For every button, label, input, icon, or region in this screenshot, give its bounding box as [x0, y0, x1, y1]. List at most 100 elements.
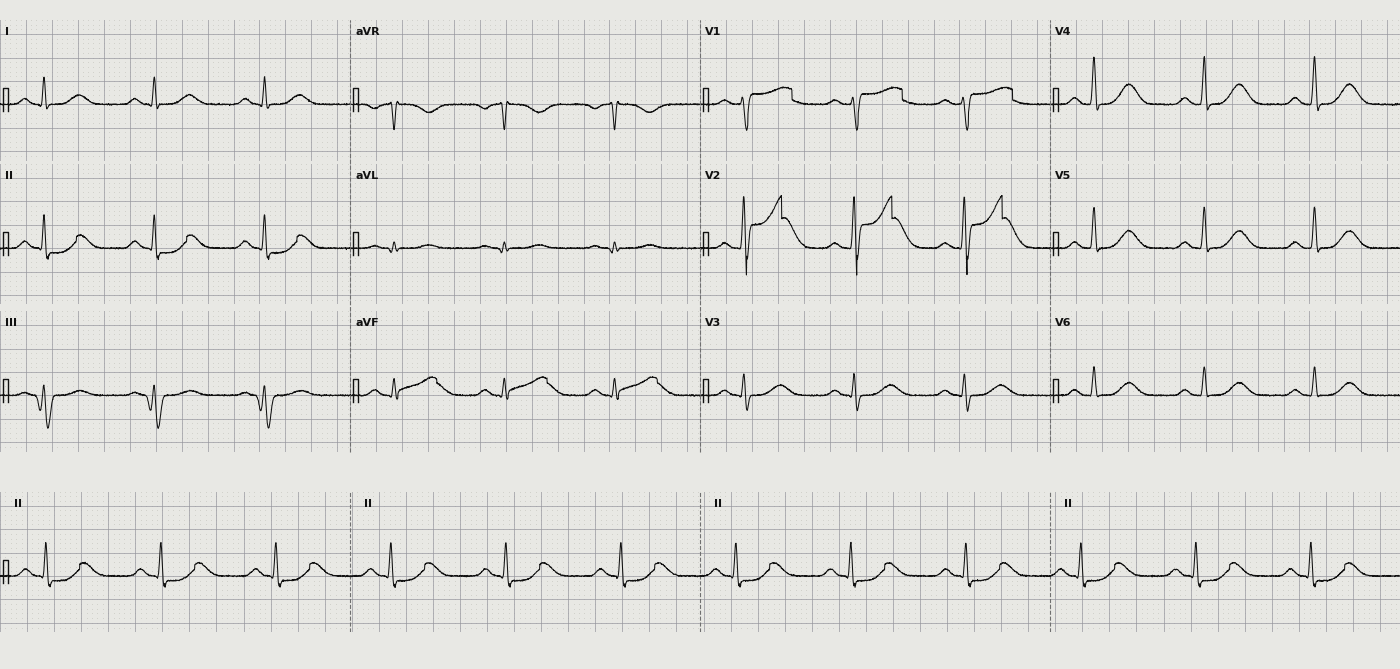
- Point: [113, 168, 136, 179]
- Point: [119, 173, 141, 183]
- Point: [479, 159, 501, 169]
- Point: [1200, 168, 1222, 179]
- Point: [146, 500, 168, 511]
- Point: [1196, 533, 1218, 544]
- Point: [1326, 603, 1348, 614]
- Point: [160, 442, 182, 452]
- Point: [473, 418, 496, 429]
- Point: [311, 201, 333, 211]
- Point: [1369, 524, 1392, 535]
- Point: [316, 43, 339, 54]
- Point: [1070, 219, 1092, 230]
- Point: [804, 168, 826, 179]
- Point: [365, 315, 388, 326]
- Point: [336, 191, 358, 202]
- Point: [1021, 210, 1043, 221]
- Point: [1075, 108, 1098, 119]
- Point: [437, 324, 459, 335]
- Point: [1215, 229, 1238, 240]
- Point: [365, 229, 388, 240]
- Point: [1011, 427, 1033, 438]
- Point: [20, 33, 42, 44]
- Point: [1228, 613, 1250, 624]
- Point: [385, 57, 407, 68]
- Point: [1121, 418, 1144, 429]
- Point: [1225, 94, 1247, 105]
- Point: [927, 376, 949, 387]
- Point: [806, 622, 829, 633]
- Point: [624, 229, 647, 240]
- Point: [25, 262, 48, 272]
- Point: [627, 486, 650, 497]
- Point: [1093, 589, 1116, 600]
- Point: [909, 571, 931, 581]
- Point: [844, 599, 867, 609]
- Point: [603, 320, 626, 330]
- Point: [1250, 524, 1273, 535]
- Point: [49, 496, 71, 506]
- Point: [1173, 423, 1196, 434]
- Point: [1221, 219, 1243, 230]
- Point: [280, 19, 302, 30]
- Point: [381, 362, 403, 373]
- Point: [484, 229, 507, 240]
- Point: [829, 362, 851, 373]
- Point: [31, 141, 53, 152]
- Point: [1294, 395, 1316, 405]
- Point: [893, 505, 916, 516]
- Point: [892, 310, 914, 321]
- Point: [1021, 348, 1043, 359]
- Point: [927, 266, 949, 277]
- Point: [206, 575, 228, 586]
- Point: [412, 76, 434, 86]
- Point: [1210, 306, 1232, 316]
- Point: [487, 608, 510, 619]
- Point: [1340, 43, 1362, 54]
- Point: [871, 229, 893, 240]
- Point: [505, 141, 528, 152]
- Point: [162, 552, 185, 563]
- Point: [489, 413, 511, 424]
- Point: [1252, 215, 1274, 225]
- Point: [476, 575, 498, 586]
- Point: [875, 136, 897, 147]
- Point: [354, 76, 377, 86]
- Point: [0, 339, 17, 349]
- Point: [232, 500, 255, 511]
- Point: [1277, 529, 1299, 539]
- Point: [1330, 324, 1352, 335]
- Point: [31, 113, 53, 124]
- Point: [1121, 62, 1144, 72]
- Point: [1210, 191, 1232, 202]
- Point: [253, 271, 276, 282]
- Point: [525, 557, 547, 567]
- Point: [1366, 395, 1389, 405]
- Point: [1173, 173, 1196, 183]
- Point: [346, 580, 368, 591]
- Point: [1081, 19, 1103, 30]
- Point: [0, 238, 11, 249]
- Point: [1154, 294, 1176, 305]
- Point: [812, 505, 834, 516]
- Point: [1375, 538, 1397, 549]
- Point: [655, 423, 678, 434]
- Point: [300, 238, 322, 249]
- Point: [671, 215, 693, 225]
- Point: [552, 252, 574, 263]
- Point: [1098, 529, 1120, 539]
- Point: [927, 141, 949, 152]
- Point: [427, 343, 449, 354]
- Point: [375, 122, 398, 133]
- Point: [1334, 357, 1357, 368]
- Point: [32, 519, 55, 530]
- Point: [196, 196, 218, 207]
- Point: [1082, 529, 1105, 539]
- Point: [311, 324, 333, 335]
- Point: [125, 552, 147, 563]
- Point: [783, 315, 805, 326]
- Point: [56, 423, 78, 434]
- Point: [735, 617, 757, 628]
- Point: [1054, 52, 1077, 63]
- Point: [804, 285, 826, 296]
- Point: [777, 334, 799, 345]
